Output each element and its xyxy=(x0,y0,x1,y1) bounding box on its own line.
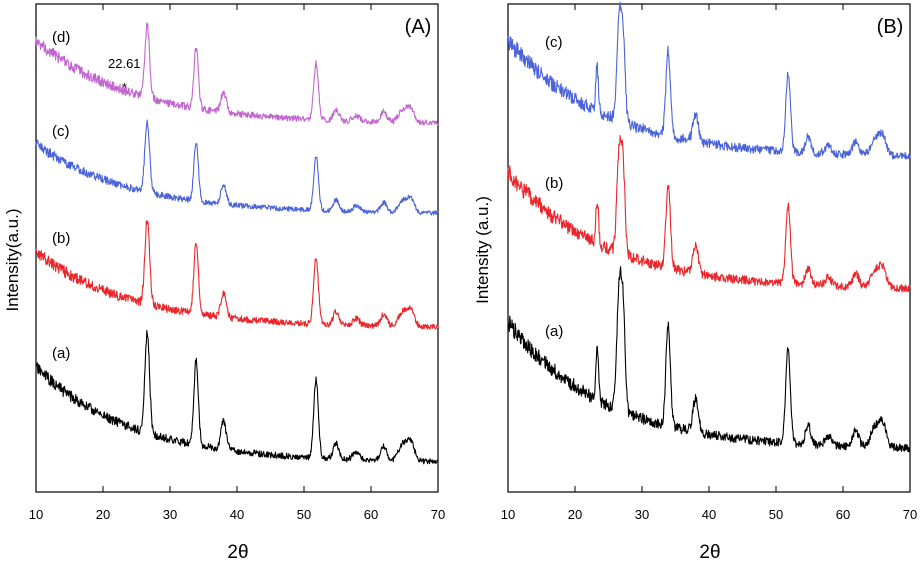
x-tick-label: 50 xyxy=(297,507,311,522)
panel-a-y-axis-label: Intensity(a.u.) xyxy=(3,209,22,312)
series-label: (d) xyxy=(52,29,70,46)
series-line-a xyxy=(35,330,439,465)
series-line-d xyxy=(35,22,439,126)
panel-a-series-labels: (a) (b) (c) (d) xyxy=(52,29,70,362)
x-tick-label: 20 xyxy=(96,507,110,522)
panel-a-annotation-text: 22.61 xyxy=(108,56,141,71)
x-tick-label: 70 xyxy=(431,507,445,522)
x-tick-label: 10 xyxy=(501,507,515,522)
x-tick-label: 30 xyxy=(163,507,177,522)
panel-b-x-axis-label: 2θ xyxy=(699,542,720,563)
panel-b-y-axis-label: Intensity (a.u.) xyxy=(473,196,492,304)
series-label: (b) xyxy=(545,175,563,192)
panel-b-series-labels: (a) (b) (c) xyxy=(545,34,563,340)
x-tick-label: 70 xyxy=(903,507,917,522)
panel-a-label: (A) xyxy=(405,16,432,38)
x-tick-label: 30 xyxy=(635,507,649,522)
x-tick-label: 40 xyxy=(702,507,716,522)
panel-a: 10 20 30 40 50 60 70 (a)(b)(c)(d) (A) 22.61 * … xyxy=(3,3,445,563)
x-tick-label: 20 xyxy=(568,507,582,522)
panel-a-series-group xyxy=(35,22,439,465)
panel-a-x-axis-label: 2θ xyxy=(227,542,248,563)
series-label: (a) xyxy=(545,323,563,340)
x-tick-label: 10 xyxy=(29,507,43,522)
x-tick-label: 60 xyxy=(364,507,378,522)
series-label: (c) xyxy=(52,123,70,140)
series-line-a xyxy=(507,266,911,453)
panel-a-annotation-marker: * xyxy=(122,80,127,95)
series-line-b xyxy=(35,220,439,330)
panel-a-x-ticks: 10 20 30 40 50 60 70 xyxy=(29,4,445,522)
series-line-c xyxy=(507,1,911,160)
series-line-c xyxy=(35,119,439,216)
series-line-b xyxy=(507,135,911,293)
panel-b-series-group xyxy=(507,1,911,453)
panel-b-label: (B) xyxy=(877,16,904,38)
series-label: (a) xyxy=(52,345,70,362)
x-tick-label: 60 xyxy=(836,507,850,522)
x-tick-label: 50 xyxy=(769,507,783,522)
x-tick-label: 40 xyxy=(230,507,244,522)
series-label: (b) xyxy=(52,230,70,247)
panel-b-x-ticks: 10 20 30 40 50 60 70 xyxy=(501,4,917,522)
series-label: (c) xyxy=(545,34,563,51)
panel-b: 10 20 30 40 50 60 70 (a) (b) (c) (B) 2θ Intensit… xyxy=(473,1,917,563)
panel-b-frame xyxy=(507,3,911,493)
